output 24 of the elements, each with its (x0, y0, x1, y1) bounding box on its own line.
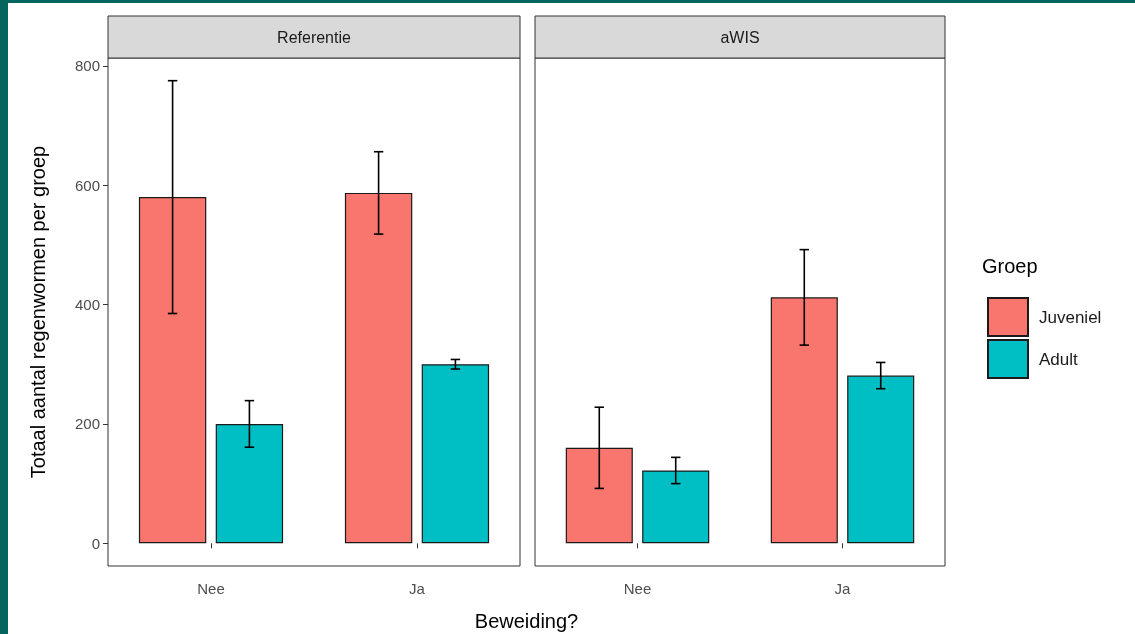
legend-label: Juveniel (1039, 307, 1102, 327)
x-tick-label: Nee (623, 580, 652, 597)
x-tick-label: Nee (197, 580, 225, 597)
bar (215, 423, 284, 544)
bar (421, 364, 490, 544)
legend-title: Groep (982, 255, 1038, 277)
y-tick-label: 400 (74, 296, 100, 314)
bar (565, 447, 633, 544)
y-axis-title: Totaal aantal regenwormen per groep (27, 145, 49, 479)
bar (847, 375, 915, 544)
x-tick-label: Ja (834, 580, 852, 597)
chart-title: aWIS (720, 28, 760, 46)
x-axis-title: Beweiding? (474, 610, 579, 632)
y-tick-label: 0 (91, 534, 100, 552)
bar (770, 297, 838, 544)
x-tick-label: Ja (409, 580, 426, 597)
bar (642, 470, 710, 544)
bar (138, 197, 207, 544)
y-tick-label: 600 (74, 176, 100, 194)
legend-label: Adult (1039, 349, 1079, 369)
bar (344, 192, 413, 544)
y-tick-label: 800 (74, 57, 100, 75)
chart-title: Referentie (277, 28, 352, 46)
y-tick-label: 200 (74, 415, 100, 433)
